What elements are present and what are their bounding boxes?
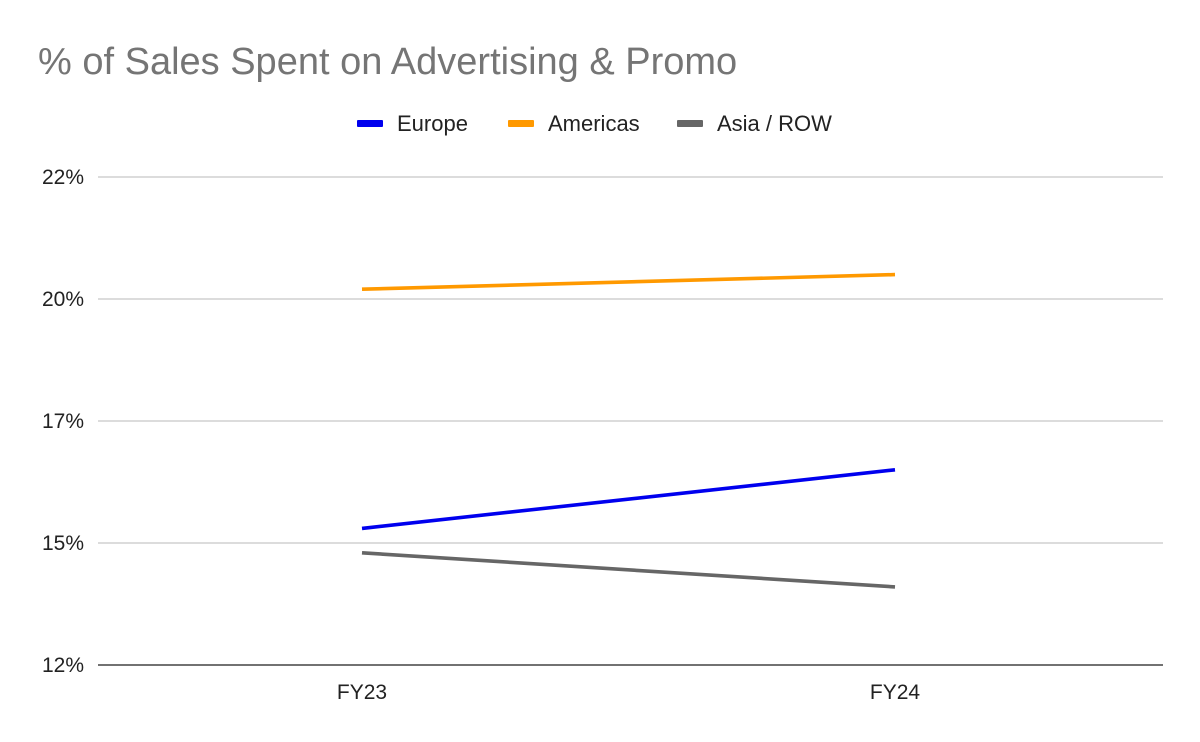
legend: Europe Americas Asia / ROW [357, 111, 832, 136]
series-line-europe [361, 468, 896, 531]
legend-label: Asia / ROW [717, 111, 832, 136]
legend-item: Americas [508, 111, 640, 136]
chart-title: % of Sales Spent on Advertising & Promo [38, 41, 737, 83]
y-tick-label: 22% [42, 166, 84, 189]
legend-item: Asia / ROW [677, 111, 832, 136]
legend-swatch [357, 120, 383, 127]
y-tick-label: 15% [42, 532, 84, 555]
gridlines [98, 176, 1163, 666]
legend-label: Europe [397, 111, 468, 136]
series-lines [361, 272, 896, 589]
x-axis-ticks: FY23 FY24 [337, 681, 921, 704]
series-line-americas [361, 272, 896, 291]
x-tick-label: FY24 [870, 681, 921, 704]
legend-label: Americas [548, 111, 640, 136]
series-line-asia-row [361, 551, 896, 589]
legend-swatch [677, 120, 703, 127]
legend-item: Europe [357, 111, 468, 136]
y-tick-label: 20% [42, 288, 84, 311]
y-axis-ticks: 12% 15% 17% 20% 22% [42, 166, 84, 677]
x-tick-label: FY23 [337, 681, 387, 704]
legend-swatch [508, 120, 534, 127]
y-tick-label: 17% [42, 410, 84, 433]
y-tick-label: 12% [42, 654, 84, 677]
